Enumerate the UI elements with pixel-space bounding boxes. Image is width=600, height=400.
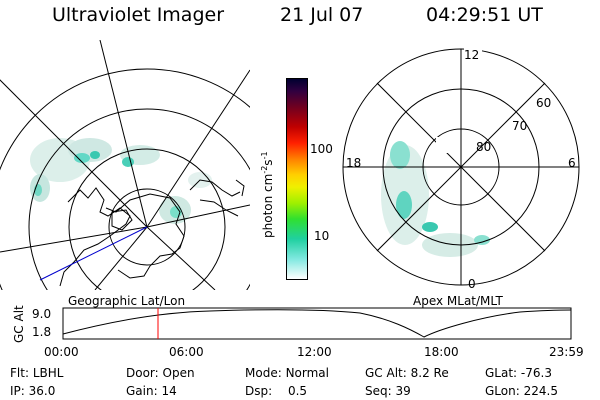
- status-door: Door: Open: [126, 366, 195, 380]
- xtick-0600: 06:00: [169, 345, 204, 359]
- mlt-label-0: 0: [468, 277, 476, 290]
- colorbar-unit-label: photon cm-2s-1: [260, 151, 275, 238]
- colorbar: [286, 78, 308, 280]
- geographic-map: [0, 40, 250, 290]
- status-dsp: Dsp: 0.5: [245, 384, 308, 398]
- xtick-0000: 00:00: [44, 345, 79, 359]
- status-glon: GLon: 224.5: [485, 384, 558, 398]
- instrument-title: Ultraviolet Imager: [52, 4, 225, 26]
- xtick-1200: 12:00: [297, 345, 332, 359]
- mlat-label-80: 80: [476, 140, 491, 154]
- aurora-emission-mag: [381, 141, 490, 257]
- status-mode: Mode: Normal: [245, 366, 329, 380]
- status-glat: GLat: -76.3: [485, 366, 552, 380]
- altitude-timeline: [62, 307, 572, 340]
- xtick-2359: 23:59: [549, 345, 584, 359]
- status-gc-alt: GC Alt: 8.2 Re: [365, 366, 449, 380]
- xtick-1800: 18:00: [424, 345, 459, 359]
- mlat-label-60: 60: [536, 96, 551, 110]
- mlat-label-70: 70: [512, 119, 527, 133]
- altitude-ylabel: GC Alt: [12, 305, 26, 343]
- left-panel-label: Geographic Lat/Lon: [68, 294, 186, 308]
- sun-direction-line: [39, 226, 148, 281]
- colorbar-tick-100: 100: [310, 142, 333, 156]
- mlat-mlt-polar-plot: 12 18 6 0 60 70 80: [342, 47, 580, 290]
- altitude-ytick-high: 9.0: [32, 307, 52, 321]
- altitude-ytick-low: 1.8: [32, 325, 52, 339]
- mlt-label-18: 18: [346, 156, 361, 170]
- right-panel-label: Apex MLat/MLT: [413, 294, 503, 308]
- image-time: 04:29:51 UT: [426, 4, 543, 26]
- mlt-label-12: 12: [464, 48, 479, 62]
- colorbar-tick-10: 10: [314, 229, 330, 243]
- status-gain: Gain: 14: [126, 384, 177, 398]
- status-seq: Seq: 39: [365, 384, 411, 398]
- image-date: 21 Jul 07: [280, 4, 364, 26]
- mlt-label-6: 6: [568, 156, 576, 170]
- status-filter: Flt: LBHL: [10, 366, 64, 380]
- status-ip: IP: 36.0: [10, 384, 56, 398]
